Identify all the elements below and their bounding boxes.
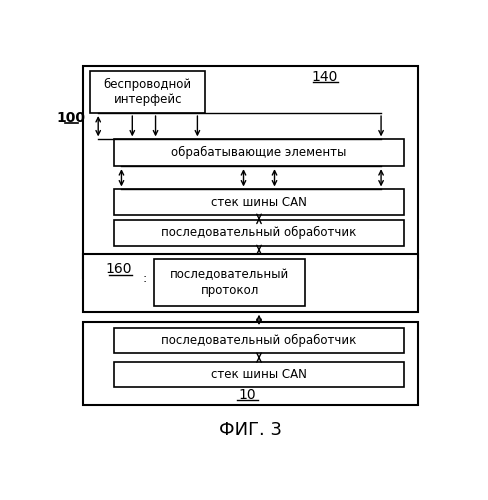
Bar — [114, 220, 405, 246]
Text: стек шины CAN: стек шины CAN — [211, 196, 307, 208]
Text: 140: 140 — [311, 70, 338, 84]
Text: последовательный обработчик: последовательный обработчик — [162, 226, 357, 239]
Bar — [82, 66, 418, 278]
Bar — [82, 322, 418, 405]
Text: стек шины CAN: стек шины CAN — [211, 368, 307, 381]
Text: 100: 100 — [57, 111, 85, 124]
Text: последовательный обработчик: последовательный обработчик — [162, 334, 357, 347]
Text: беспроводной
интерфейс: беспроводной интерфейс — [104, 78, 192, 106]
Bar — [154, 258, 305, 306]
Bar — [114, 140, 405, 166]
Bar — [82, 254, 418, 312]
Text: обрабатывающие элементы: обрабатывающие элементы — [171, 146, 346, 160]
Bar — [114, 328, 405, 353]
Bar — [90, 71, 205, 113]
Text: :: : — [142, 272, 147, 285]
Text: 10: 10 — [238, 388, 256, 402]
Bar — [114, 190, 405, 215]
Bar — [114, 362, 405, 387]
Text: последовательный
протокол: последовательный протокол — [170, 268, 289, 296]
Text: 160: 160 — [106, 262, 132, 276]
Text: ФИГ. 3: ФИГ. 3 — [219, 420, 282, 438]
